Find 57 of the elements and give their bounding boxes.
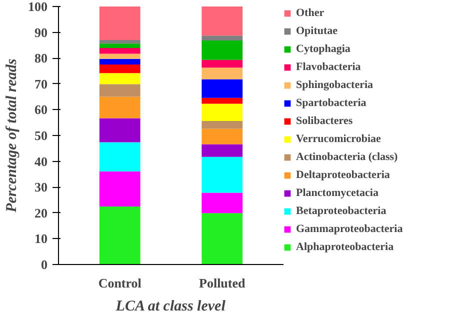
bar xyxy=(202,156,243,193)
bar xyxy=(202,60,243,68)
bar xyxy=(202,104,243,122)
bar xyxy=(99,142,140,172)
y-tick-label: 90 xyxy=(34,24,48,40)
legend-label: Actinobacteria (class) xyxy=(296,150,398,164)
y-tick-label: 30 xyxy=(34,180,48,195)
legend-label: Gammaproteobacteria xyxy=(296,222,403,236)
bar xyxy=(99,40,140,44)
bar xyxy=(202,68,243,80)
bar xyxy=(99,54,140,59)
bar xyxy=(99,44,140,48)
x-tick-label: Polluted xyxy=(199,276,246,290)
legend-label: Spartobacteria xyxy=(296,96,366,110)
legend-label: Flavobacteria xyxy=(296,60,361,74)
legend-label: Planctomycetacia xyxy=(296,186,378,200)
y-tick-label: 70 xyxy=(34,76,48,92)
y-tick-label: 100 xyxy=(28,0,48,14)
legend-label: Sphingobacteria xyxy=(296,78,374,92)
bar xyxy=(202,192,243,214)
bar xyxy=(99,6,140,40)
bar xyxy=(99,84,140,97)
y-axis-title: Percentage of total reads xyxy=(4,58,20,212)
y-tick-label: 10 xyxy=(34,231,48,246)
y-tick-label: 50 xyxy=(34,128,48,143)
bar xyxy=(99,96,140,118)
bar xyxy=(99,58,140,65)
legend-label: Opitutae xyxy=(296,24,338,38)
bar xyxy=(202,40,243,60)
y-tick-label: 0 xyxy=(41,257,48,272)
bar xyxy=(202,144,243,157)
bar xyxy=(99,64,140,74)
bar xyxy=(202,6,243,36)
bar xyxy=(202,36,243,41)
y-tick-label: 60 xyxy=(34,102,48,118)
bar xyxy=(202,79,243,98)
bar xyxy=(99,206,140,264)
bar xyxy=(202,128,243,144)
legend-label: Cytophagia xyxy=(296,42,350,56)
bar xyxy=(202,213,243,264)
bar xyxy=(99,48,140,54)
legend-label: Deltaproteobacteria xyxy=(296,168,390,182)
y-tick-label: 80 xyxy=(34,50,48,66)
bar xyxy=(99,171,140,206)
legend-label: Other xyxy=(296,6,324,20)
bar xyxy=(99,118,140,142)
bar xyxy=(99,73,140,84)
legend-label: Verrucomicrobiae xyxy=(296,132,381,146)
y-tick-label: 40 xyxy=(34,154,48,169)
bar xyxy=(202,121,243,129)
y-tick-label: 20 xyxy=(34,205,48,220)
legend-label: Betaproteobacteria xyxy=(296,204,386,218)
legend-label: Alphaproteobacteria xyxy=(296,240,394,254)
x-axis-title: LCA at class level xyxy=(114,298,226,314)
bar xyxy=(202,98,243,104)
legend-label: Solibacteres xyxy=(296,114,353,128)
x-tick-label: Control xyxy=(98,276,142,290)
